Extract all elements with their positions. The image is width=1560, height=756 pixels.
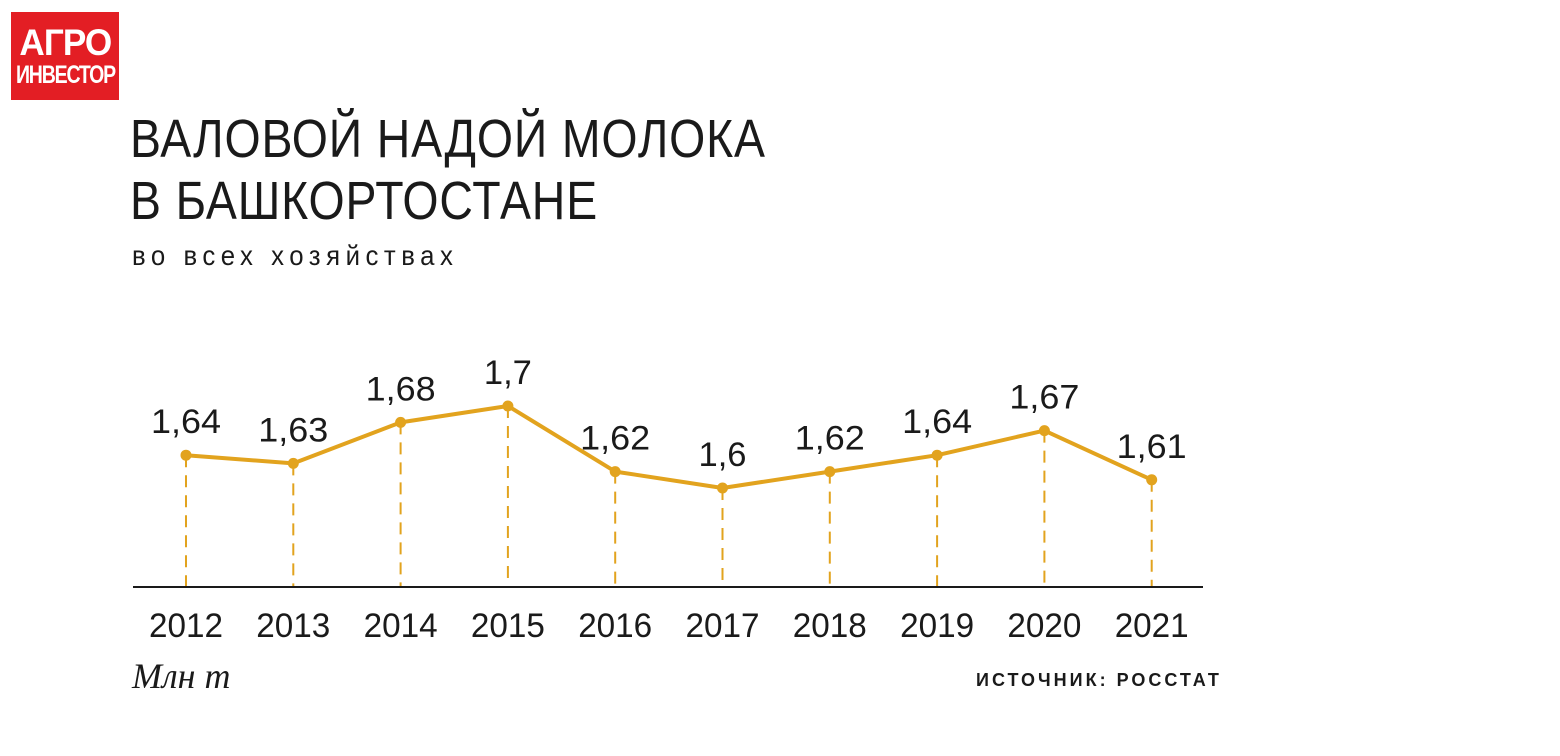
source-label: ИСТОЧНИК: РОССТАТ (976, 670, 1222, 690)
x-tick-label-2017: 2017 (686, 607, 760, 645)
x-tick-label-2014: 2014 (364, 607, 438, 645)
chart-title: ВАЛОВОЙ НАДОЙ МОЛОКА В БАШКОРТОСТАНЕ (130, 108, 766, 232)
data-label-2020: 1,67 (1009, 379, 1079, 417)
logo-line-1: АГРО (19, 22, 112, 63)
data-label-2014: 1,68 (366, 370, 436, 408)
data-point-2017 (717, 482, 728, 494)
logo: АГРО ИНВЕСТОР (11, 12, 119, 100)
data-label-2017: 1,6 (699, 436, 747, 474)
series-line (185, 404, 1153, 490)
x-tick-label-2013: 2013 (256, 607, 330, 645)
x-tick-label-2021: 2021 (1115, 607, 1189, 645)
data-point-2015 (502, 400, 514, 412)
data-point-2012 (180, 449, 192, 461)
data-point-2021 (1146, 474, 1158, 486)
x-tick-label-2020: 2020 (1007, 607, 1081, 645)
chart-subtitle: во всех хозяйствах (132, 240, 459, 271)
chart-title-line-1: ВАЛОВОЙ НАДОЙ МОЛОКА (130, 109, 766, 169)
x-tick-label-2015: 2015 (471, 607, 545, 645)
data-point-2013 (287, 457, 299, 469)
chart-title-line-2: В БАШКОРТОСТАНЕ (130, 171, 599, 231)
data-label-2018: 1,62 (795, 420, 865, 458)
data-point-2020 (1038, 425, 1050, 437)
data-point-2016 (609, 466, 621, 478)
logo-line-2: ИНВЕСТОР (15, 61, 115, 89)
data-label-2012: 1,64 (151, 403, 221, 441)
unit-label: Млн т (132, 656, 231, 696)
data-label-2016: 1,62 (580, 420, 650, 458)
data-label-2019: 1,64 (902, 403, 972, 441)
x-tick-label-2012: 2012 (149, 607, 223, 645)
data-label-2021: 1,61 (1117, 428, 1187, 466)
x-tick-label-2018: 2018 (793, 607, 867, 645)
x-tick-label-2016: 2016 (578, 607, 652, 645)
x-tick-label-2019: 2019 (900, 607, 974, 645)
data-point-2014 (395, 416, 407, 428)
data-point-2019 (931, 449, 943, 461)
data-label-2013: 1,63 (258, 411, 328, 449)
data-point-2018 (824, 466, 836, 478)
data-label-2015: 1,7 (484, 354, 532, 392)
